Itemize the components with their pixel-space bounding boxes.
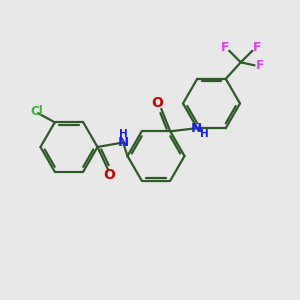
Text: H: H [119,129,128,139]
Text: F: F [255,59,264,72]
Text: O: O [103,168,116,182]
Text: N: N [190,122,202,135]
Text: O: O [152,96,164,110]
Text: F: F [220,41,229,54]
Text: Cl: Cl [30,105,43,118]
Text: F: F [252,41,261,54]
Text: N: N [118,136,129,149]
Text: H: H [200,129,208,139]
